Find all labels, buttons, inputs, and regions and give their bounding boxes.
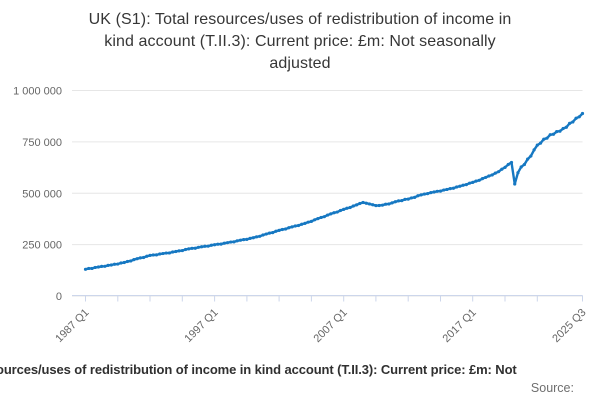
series-line (84, 112, 584, 271)
chart-title-line: adjusted (269, 55, 331, 72)
y-axis-label: 0 (56, 291, 62, 303)
y-axis-label: 500 000 (22, 188, 62, 200)
y-axis-label: 1 000 000 (13, 86, 62, 98)
x-axis-label: 1987 Q1 (53, 307, 91, 345)
series-markers (83, 111, 585, 271)
footer-caption: ources/uses of redistribution of income … (0, 362, 517, 377)
x-axis-label: 2017 Q1 (440, 307, 478, 345)
timeseries-plot: 0 250 000 500 000 750 000 1 000 000 1987 Q1 19… (13, 86, 589, 345)
chart-title: UK (S1): Total resources/uses of redistr… (10, 9, 590, 75)
x-axis-label: 1997 Q1 (182, 307, 220, 345)
x-axis-label: 2007 Q1 (311, 307, 349, 345)
chart-title-line: kind account (T.II.3): Current price: £m… (104, 33, 496, 50)
y-axis-label: 250 000 (22, 240, 62, 252)
x-axis-label: 2025 Q3 (550, 307, 588, 345)
y-axis-label: 750 000 (22, 137, 62, 149)
source-label: Source: (530, 381, 574, 395)
chart-title-line: UK (S1): Total resources/uses of redistr… (88, 11, 512, 28)
